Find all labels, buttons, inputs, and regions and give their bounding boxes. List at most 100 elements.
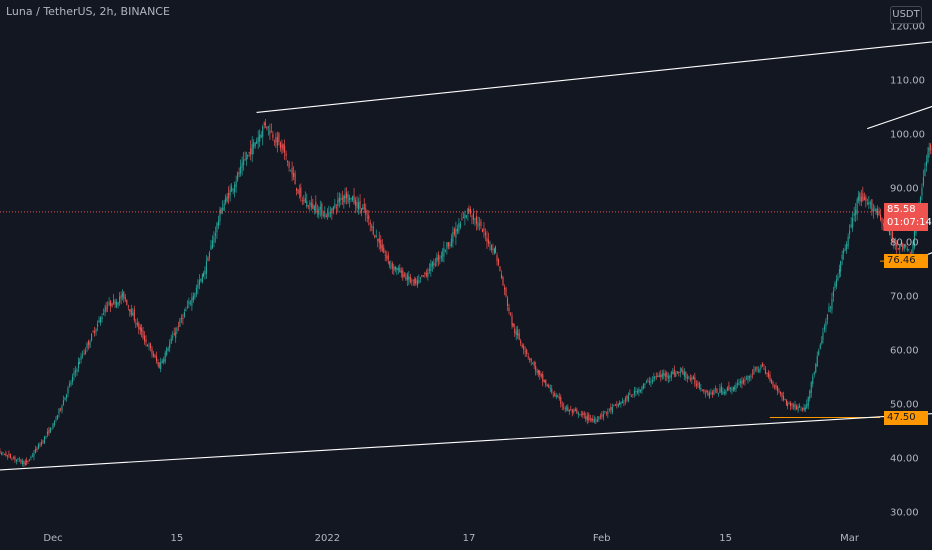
trend-line[interactable] xyxy=(0,374,932,474)
candle-body xyxy=(411,280,413,282)
candle-body xyxy=(377,238,379,241)
candle-body xyxy=(722,391,724,395)
candle-body xyxy=(427,271,429,278)
candle-body xyxy=(524,351,526,353)
candle-body xyxy=(921,187,923,196)
candle-body xyxy=(563,406,565,408)
candle-body xyxy=(135,323,137,325)
candle-body xyxy=(924,168,926,177)
candle-body xyxy=(863,196,865,201)
price-axis[interactable]: 30.00 40.00 50.00 60.00 70.00 80.00 90.00 100.0… xyxy=(890,22,925,519)
candle-body xyxy=(347,194,349,203)
candle-body xyxy=(874,210,876,211)
candle-body xyxy=(452,232,454,243)
candle-body xyxy=(300,187,302,197)
candle-body xyxy=(458,223,460,232)
candle-body xyxy=(240,166,242,174)
interval-label[interactable]: 2h xyxy=(99,5,114,18)
candle-body xyxy=(841,254,843,259)
candle-body xyxy=(748,376,750,379)
candle-body xyxy=(869,202,871,204)
candle-body xyxy=(195,287,197,294)
candle-body xyxy=(627,394,629,401)
candle-body xyxy=(726,387,728,391)
candle-body xyxy=(246,158,248,160)
candle-body xyxy=(120,295,122,299)
candle-body xyxy=(651,380,653,382)
time-axis[interactable]: Dec15202217Feb15Mar15Apr15May16Jun xyxy=(43,533,932,544)
candle-body xyxy=(583,413,585,415)
candle-body xyxy=(185,309,187,312)
candle-body xyxy=(551,388,553,393)
candle-body xyxy=(797,406,799,411)
candle-body xyxy=(293,172,295,177)
candle-body xyxy=(548,384,550,388)
candle-body xyxy=(908,249,910,250)
candle-body xyxy=(319,206,321,210)
candle-body xyxy=(855,209,857,216)
candle-body xyxy=(272,134,274,138)
candle-body xyxy=(437,254,439,261)
candle-body xyxy=(644,384,646,386)
candle-body xyxy=(440,255,442,258)
candle-body xyxy=(536,371,538,373)
candle-body xyxy=(508,307,510,312)
candle-body xyxy=(82,355,84,356)
candle-body xyxy=(140,328,143,332)
currency-unit-badge[interactable]: USDT xyxy=(890,6,922,24)
candle-body xyxy=(143,335,146,342)
candle-body xyxy=(371,225,373,228)
candle-body xyxy=(728,385,730,391)
candle-body xyxy=(11,459,13,461)
candle-body xyxy=(751,373,753,375)
candle-body xyxy=(250,148,252,155)
candle-body xyxy=(623,401,625,403)
candle-body xyxy=(520,340,522,344)
y-tick-label: 110.00 xyxy=(890,76,925,87)
candle-body xyxy=(399,267,401,273)
candle-body xyxy=(264,122,266,126)
candle-body xyxy=(647,379,649,381)
candle-body xyxy=(253,142,255,149)
candle-body xyxy=(155,356,158,361)
candle-body xyxy=(27,461,29,462)
candle-body xyxy=(74,370,77,373)
candle-body xyxy=(396,267,398,270)
candle-body xyxy=(110,300,112,307)
candle-body xyxy=(170,338,172,344)
candle-body xyxy=(802,407,804,410)
candle-body xyxy=(518,333,520,340)
candle-body xyxy=(97,323,99,327)
candle-body xyxy=(337,199,339,207)
candle-body xyxy=(505,287,507,297)
trend-line[interactable] xyxy=(256,4,932,113)
candle-body xyxy=(5,452,7,457)
candle-body xyxy=(107,306,109,308)
candle-body xyxy=(213,236,215,243)
candle-body xyxy=(45,435,47,437)
candle-body xyxy=(899,246,901,250)
candle-body xyxy=(312,203,314,209)
candle-body xyxy=(799,406,801,408)
candle-body xyxy=(441,254,443,256)
trend-line[interactable] xyxy=(867,26,932,130)
candle-body xyxy=(669,376,671,378)
candle-body xyxy=(359,200,361,209)
candle-body xyxy=(172,335,174,338)
candle-body xyxy=(123,291,125,299)
candle-body xyxy=(279,142,281,149)
candle-body xyxy=(70,382,72,385)
candle-body xyxy=(217,220,219,226)
candle-body xyxy=(394,266,396,270)
candle-body xyxy=(683,371,685,377)
candle-body xyxy=(248,152,250,153)
candle-body xyxy=(540,374,542,377)
candle-body xyxy=(781,392,783,398)
candle-body xyxy=(492,248,494,251)
candle-body xyxy=(878,211,880,215)
candle-body xyxy=(344,194,346,199)
candle-body xyxy=(132,312,134,316)
candle-body xyxy=(273,140,275,142)
drawings-layer xyxy=(0,4,932,474)
